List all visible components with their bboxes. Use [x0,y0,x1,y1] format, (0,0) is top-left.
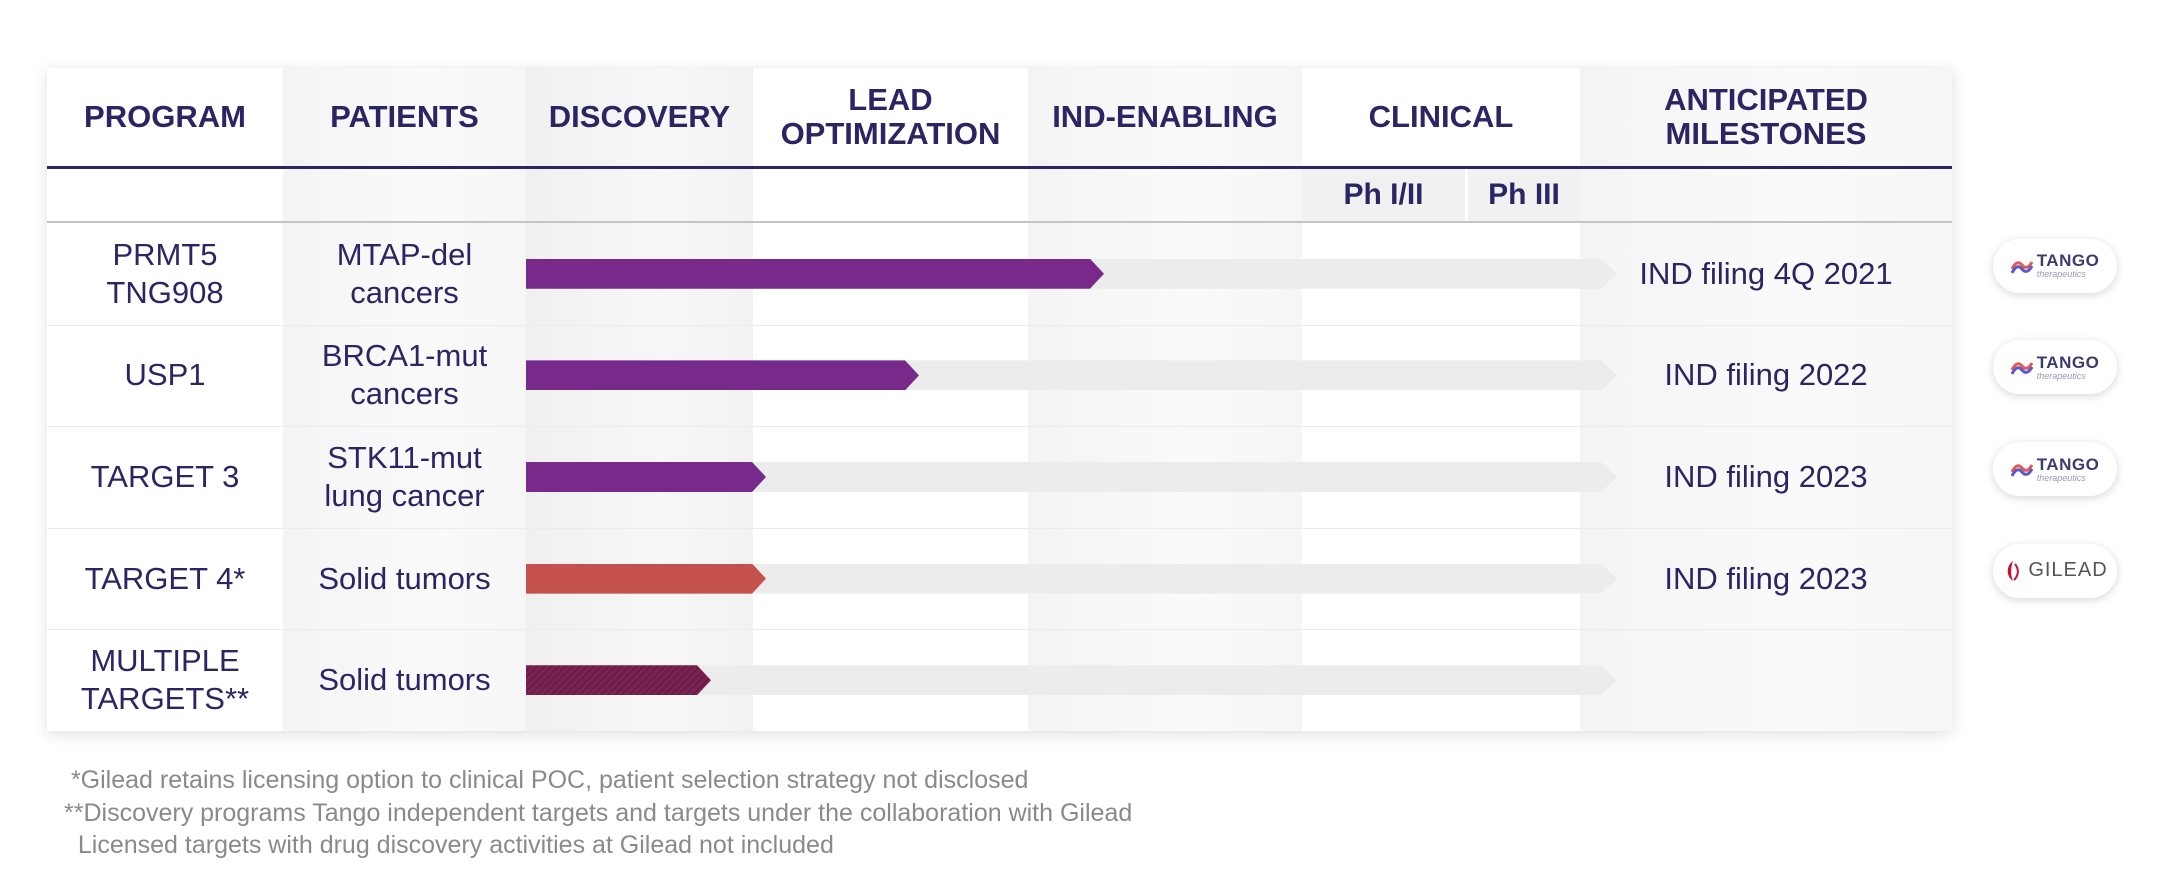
patients-line1: STK11-mut [327,439,482,475]
tango-sub: therapeutics [2036,370,2086,381]
patients-line1: Solid tumors [318,662,491,698]
header-clinical: CLINICAL [1368,99,1514,134]
header-lead-line1: LEAD [848,82,933,117]
header-program: PROGRAM [84,99,246,134]
row-divider [47,426,1952,428]
program-name: TARGET 3 [47,426,283,528]
phase-1-2-label: Ph I/II [1343,178,1424,211]
program-name-line1: TARGET 4* [84,560,246,596]
header-divider [47,166,1952,169]
milestone-cell: IND filing 2023 [1664,458,1868,494]
tango-logo: TANGO therapeutics [1993,238,2117,293]
gilead-logo: GILEAD [1993,543,2117,598]
header-lead-optimization: LEAD OPTIMIZATION [753,68,1028,166]
program-name: TARGET 4* [47,528,283,630]
tango-swirl-icon [2010,464,2033,477]
patients-column-bg [283,68,526,731]
header-ind-enabling: IND-ENABLING [1052,99,1278,134]
program-name-line2: TNG908 [106,274,224,310]
program-name-line2: TARGETS** [80,681,250,717]
tango-wordmark: TANGO therapeutics [2037,252,2100,279]
program-name: MULTIPLE TARGETS** [47,629,283,731]
patients-line1: BRCA1-mut [321,338,488,374]
tango-logo: TANGO therapeutics [1993,442,2117,496]
progress-bar [526,360,919,390]
progress-bar [526,564,766,594]
milestone-cell [1580,629,1952,731]
gilead-name: GILEAD [2028,559,2108,582]
program-name-line1: MULTIPLE [90,643,240,679]
patients-cell: Solid tumors [283,629,526,731]
phase-3-label: Ph III [1488,178,1560,211]
header-milestones-line1: ANTICIPATED [1664,82,1868,117]
patients-line1: MTAP-del [336,236,473,272]
header-milestones-line2: MILESTONES [1665,116,1867,151]
patients-cell: STK11-mut lung cancer [283,426,526,528]
program-name: PRMT5 TNG908 [47,223,283,325]
discovery-column-bg [526,68,753,731]
row-divider [47,324,1952,326]
tango-swirl-icon [2010,362,2033,376]
ind-enabling-column-bg [1028,68,1302,731]
header-milestones: ANTICIPATED MILESTONES [1580,68,1952,166]
milestone-cell: IND filing 2023 [1664,560,1868,596]
tango-wordmark: TANGO therapeutics [2037,354,2100,381]
program-name-line1: TARGET 3 [90,458,240,494]
progress-bar [526,259,1104,289]
phase-header-bg [1302,169,1580,221]
milestone-cell: IND filing 2022 [1664,357,1868,393]
phase-divider [1465,169,1468,221]
tango-swirl-icon [2010,261,2033,274]
footnote-2: **Discovery programs Tango independent t… [64,799,1133,827]
patients-cell: BRCA1-mut cancers [283,325,526,427]
progress-bar [526,665,711,695]
tango-name: TANGO [2036,251,2100,271]
header-discovery: DISCOVERY [548,99,731,134]
program-name-line1: USP1 [124,357,206,393]
row-divider [47,629,1952,631]
tango-name: TANGO [2036,352,2100,372]
header-lead-line2: OPTIMIZATION [780,116,1001,151]
patients-line2: cancers [350,376,459,412]
gilead-leaf-icon [2008,560,2020,581]
tango-sub: therapeutics [2036,269,2086,280]
tango-wordmark: TANGO therapeutics [2037,456,2100,483]
subheader-divider [47,221,1952,223]
milestones-column-bg [1580,68,1952,731]
footnote-3: Licensed targets with drug discovery act… [64,831,834,859]
pipeline-table: PROGRAM PATIENTS DISCOVERY LEAD OPTIMIZA… [47,68,1952,731]
row-divider [47,527,1952,529]
header-patients: PATIENTS [330,99,479,134]
patients-line2: lung cancer [324,477,485,513]
program-name-line1: PRMT5 [112,236,218,272]
patients-line2: cancers [350,274,459,310]
tango-name: TANGO [2036,454,2100,474]
program-name: USP1 [47,325,283,427]
milestone-cell: IND filing 4Q 2021 [1639,255,1893,291]
patients-cell: MTAP-del cancers [283,223,526,325]
tango-sub: therapeutics [2036,472,2086,483]
tango-logo: TANGO therapeutics [1993,340,2117,395]
footnote-1: *Gilead retains licensing option to clin… [64,766,1029,794]
patients-cell: Solid tumors [283,528,526,630]
progress-bar [526,462,766,492]
patients-line1: Solid tumors [318,560,491,596]
